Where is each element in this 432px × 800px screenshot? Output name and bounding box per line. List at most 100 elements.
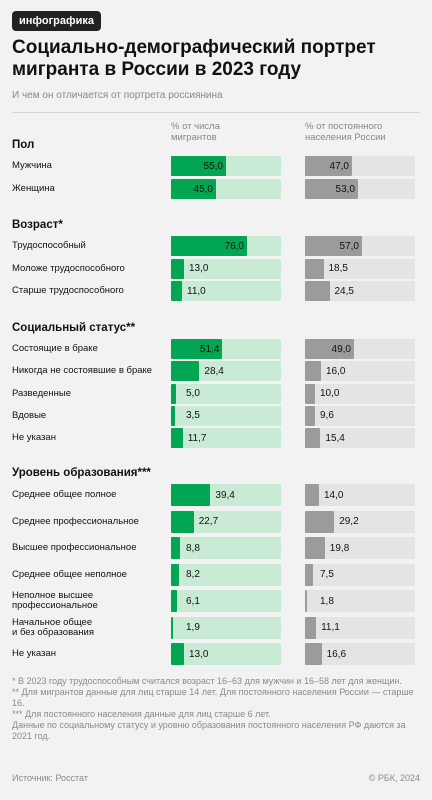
subtitle: И чем он отличается от портрета россияни… bbox=[12, 90, 223, 101]
category-label: Женщина bbox=[12, 183, 55, 194]
bar bbox=[305, 236, 362, 256]
value-label: 29,2 bbox=[339, 516, 359, 527]
bar bbox=[171, 236, 247, 256]
value-label: 39,4 bbox=[215, 489, 235, 501]
value-label: 19,8 bbox=[329, 542, 350, 554]
bar bbox=[171, 537, 180, 559]
value-label: 55,0 bbox=[203, 160, 223, 172]
value-label: 51,4 bbox=[199, 343, 220, 355]
bar bbox=[305, 156, 352, 176]
value-label: 28,4 bbox=[204, 365, 224, 377]
value-label: 6,1 bbox=[186, 595, 200, 607]
value-label: 9,6 bbox=[320, 410, 334, 422]
footnotes: * В 2023 году трудоспособным считался во… bbox=[12, 676, 420, 742]
category-label: Трудоспособный bbox=[12, 240, 86, 251]
bar-background bbox=[305, 383, 415, 404]
value-label: 15,4 bbox=[325, 432, 345, 444]
value-label: 16,0 bbox=[326, 365, 346, 377]
value-label: 22,7 bbox=[198, 516, 219, 527]
category-label: Мужчина bbox=[12, 160, 52, 171]
section-title: Пол bbox=[12, 139, 35, 151]
footnote: * В 2023 году трудоспособным считался во… bbox=[12, 676, 402, 686]
bar-background bbox=[305, 361, 415, 382]
bar bbox=[171, 405, 175, 426]
bar bbox=[171, 156, 226, 176]
copyright: © РБК, 2024 bbox=[368, 773, 420, 783]
value-label: 24,5 bbox=[334, 285, 354, 297]
bar-background bbox=[171, 537, 281, 559]
value-label: 5,0 bbox=[186, 388, 200, 400]
category-label: Среднее профессиональное bbox=[12, 515, 139, 527]
bar bbox=[171, 563, 180, 586]
bar bbox=[305, 537, 325, 559]
bar-background bbox=[171, 510, 281, 533]
bar-background bbox=[305, 258, 415, 279]
bar bbox=[171, 179, 216, 199]
bar bbox=[305, 643, 322, 665]
category-label: Не указан bbox=[12, 432, 56, 444]
bar-background bbox=[171, 383, 281, 404]
value-label: 3,5 bbox=[186, 410, 200, 422]
bar bbox=[305, 361, 321, 382]
value-label: 49,0 bbox=[331, 343, 351, 355]
category-label: Среднее общее полное bbox=[12, 489, 117, 500]
footnote: Данные по социальному статусу и уровню о… bbox=[12, 720, 406, 741]
category-label: Высшее профессиональное bbox=[12, 542, 137, 553]
bar-background bbox=[171, 281, 281, 301]
value-label: 7,5 bbox=[320, 569, 334, 580]
bar-background bbox=[305, 405, 415, 426]
bar-background bbox=[171, 258, 281, 279]
title: Социально-демографический портрет мигран… bbox=[12, 37, 376, 80]
bar-background bbox=[305, 281, 415, 301]
bar bbox=[171, 510, 194, 533]
bar-background bbox=[305, 643, 415, 665]
value-label: 8,2 bbox=[186, 569, 200, 580]
section-title: Возраст* bbox=[12, 219, 63, 231]
bar bbox=[171, 428, 183, 449]
bar bbox=[171, 484, 211, 506]
bar bbox=[171, 281, 182, 301]
bar-background bbox=[305, 563, 415, 586]
bar-background bbox=[171, 428, 281, 449]
value-label: 53,0 bbox=[335, 183, 355, 195]
bar bbox=[305, 510, 335, 533]
bar-background bbox=[305, 484, 415, 506]
value-label: 1,8 bbox=[320, 595, 334, 607]
category-label: Вдовые bbox=[12, 409, 47, 421]
column-header: % от постоянного населения России bbox=[305, 121, 386, 143]
category-label: Старше трудоспособного bbox=[12, 285, 124, 296]
footnote: ** Для мигрантов данные для лиц старше 1… bbox=[12, 687, 414, 708]
category-label: Начальное общее и без образования bbox=[12, 616, 94, 638]
bar bbox=[171, 361, 200, 382]
category-label: Разведенные bbox=[12, 387, 71, 399]
bar bbox=[305, 405, 315, 426]
badge: инфографика bbox=[12, 11, 102, 31]
value-label: 47,0 bbox=[329, 160, 349, 172]
value-label: 14,0 bbox=[324, 489, 344, 501]
value-label: 45,0 bbox=[193, 183, 213, 195]
divider bbox=[12, 112, 420, 113]
bar bbox=[305, 339, 354, 359]
bar bbox=[171, 616, 173, 639]
bar-background bbox=[171, 563, 281, 586]
category-label: Никогда не состоявшие в браке bbox=[12, 365, 153, 377]
bar-background bbox=[305, 616, 415, 639]
bar-background bbox=[305, 537, 415, 559]
bar-background bbox=[171, 405, 281, 426]
value-label: 11,1 bbox=[321, 622, 340, 633]
bar bbox=[305, 258, 324, 279]
bar-background bbox=[305, 428, 415, 449]
bar-background bbox=[171, 590, 281, 612]
bar bbox=[171, 383, 176, 404]
bar bbox=[305, 383, 315, 404]
category-label: Состоящие в браке bbox=[12, 343, 98, 354]
value-label: 1,9 bbox=[186, 622, 200, 633]
bar bbox=[305, 428, 321, 449]
bar bbox=[171, 339, 223, 359]
bar-background bbox=[305, 590, 415, 612]
section-title: Уровень образования*** bbox=[12, 467, 151, 479]
bar bbox=[305, 616, 317, 639]
value-label: 10,0 bbox=[320, 388, 340, 400]
bar-background bbox=[171, 643, 281, 665]
